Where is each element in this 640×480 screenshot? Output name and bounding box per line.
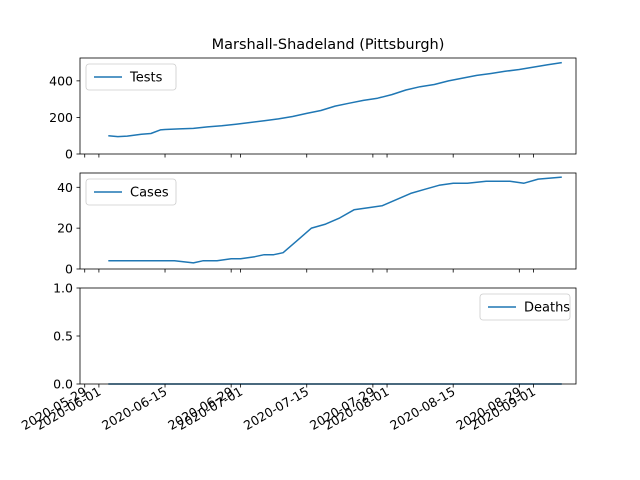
plot-frame (79, 172, 577, 270)
legend-box (479, 293, 571, 321)
y-tick-label: 0 (65, 147, 73, 162)
y-tick-label: 200 (49, 110, 73, 125)
y-tick-label: 1.0 (53, 281, 73, 296)
panel-deaths: 0.0 0.5 1.0 Deaths (53, 281, 577, 392)
legend-label: Deaths (524, 301, 570, 316)
legend-box (85, 178, 177, 206)
plot-frame (79, 57, 577, 155)
panel-cases: 0 20 40 Cases (57, 172, 577, 277)
legend: Cases (85, 178, 177, 206)
panel-tests: 0 200 400 Tests (49, 57, 577, 162)
x-axis-ticks: 2020-05-292020-06-012020-06-152020-06-29… (19, 384, 538, 433)
legend-box (85, 63, 177, 91)
x-tick-label: 2020-06-15 (99, 384, 169, 433)
legend: Deaths (479, 293, 571, 321)
x-tick-label: 2020-07-15 (241, 384, 311, 433)
y-tick-label: 0.0 (53, 377, 73, 392)
y-tick-label: 40 (57, 180, 73, 195)
y-tick-label: 20 (57, 221, 73, 236)
plot-frame (79, 287, 577, 385)
legend: Tests (85, 63, 177, 91)
y-tick-label: 0.5 (53, 329, 73, 344)
legend-label: Tests (129, 71, 163, 86)
series-line-cases (108, 176, 562, 264)
series-line-tests (108, 61, 562, 138)
legend-label: Cases (130, 186, 169, 201)
chart-title: Marshall-Shadeland (Pittsburgh) (212, 37, 445, 53)
x-tick-label: 2020-08-15 (387, 384, 457, 433)
chart-panels: 0 200 400 Tests 0 20 40 Cases 0.0 0.5 1.0 Deaths (49, 57, 577, 392)
y-tick-label: 400 (49, 73, 73, 88)
y-tick-label: 0 (65, 262, 73, 277)
